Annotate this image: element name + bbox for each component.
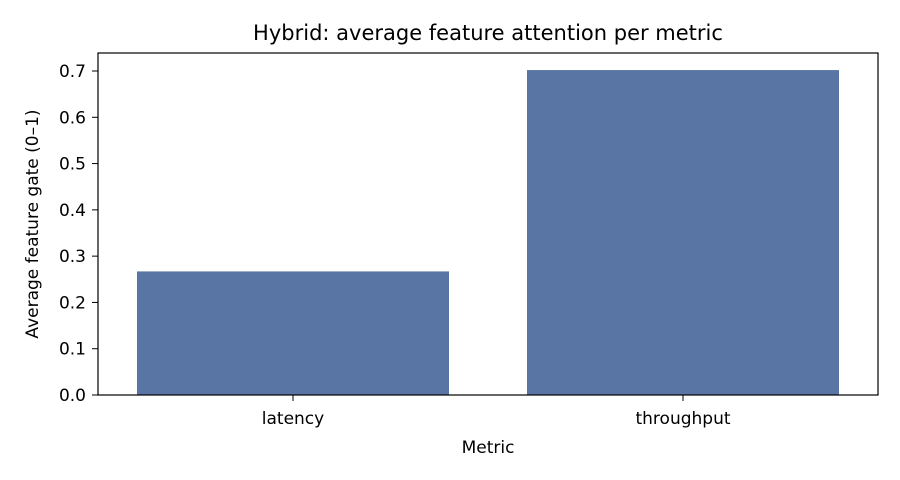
y-tick-label: 0.7 [59,62,86,82]
y-tick-label: 0.5 [59,155,86,175]
y-tick-label: 0.4 [59,201,86,221]
chart-title: Hybrid: average feature attention per me… [253,21,723,45]
y-tick-label: 0.2 [59,293,86,313]
y-axis-ticks: 0.0 0.1 0.2 0.3 0.4 0.5 0.6 0.7 [59,62,98,406]
bar-latency [137,271,449,395]
y-axis-label: Average feature gate (0–1) [23,109,43,338]
x-axis-ticks: latency throughput [262,395,731,429]
plot-frame [97,52,879,396]
x-axis-label: Metric [462,438,515,458]
x-tick-label: throughput [635,409,730,429]
bars-group [137,70,839,396]
y-tick-label: 0.6 [59,108,86,128]
y-tick-label: 0.1 [59,340,86,360]
x-tick-label: latency [262,409,324,429]
y-tick-label: 0.0 [59,386,86,406]
bar-throughput [527,70,839,396]
y-tick-label: 0.3 [59,247,86,267]
